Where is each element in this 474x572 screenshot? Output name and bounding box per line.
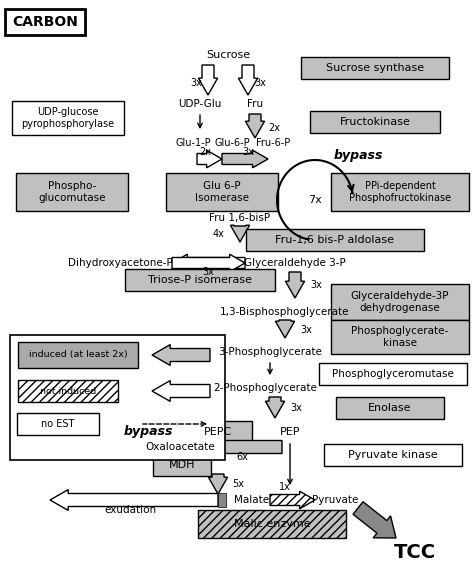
FancyArrow shape (353, 502, 396, 538)
Bar (5, 9, 85, 35)
Text: 7x: 7x (308, 195, 322, 205)
FancyArrow shape (209, 474, 228, 494)
Text: Malic enzyme: Malic enzyme (234, 519, 310, 529)
Text: Enolase: Enolase (368, 403, 412, 413)
FancyArrow shape (265, 397, 284, 418)
Text: PPi-dependent
Phosphofructokinase: PPi-dependent Phosphofructokinase (349, 181, 451, 203)
FancyArrow shape (197, 150, 222, 168)
Text: Malate: Malate (235, 495, 270, 505)
Text: Glu 6-P
Isomerase: Glu 6-P Isomerase (195, 181, 249, 203)
Bar (10, 335, 225, 460)
Text: Sucrose synthase: Sucrose synthase (326, 63, 424, 73)
Text: MDH: MDH (169, 460, 195, 470)
Text: 2x: 2x (268, 123, 280, 133)
Bar (198, 510, 346, 538)
Text: Dihydroxyacetone-P: Dihydroxyacetone-P (68, 258, 173, 268)
Bar (18, 380, 118, 402)
Text: 3x: 3x (254, 78, 266, 88)
FancyArrow shape (238, 65, 257, 95)
Text: Fru-1,6 bis-P aldolase: Fru-1,6 bis-P aldolase (275, 235, 394, 245)
Bar (166, 173, 278, 211)
Text: 3-Phosphoglycerate: 3-Phosphoglycerate (218, 347, 322, 357)
Bar (125, 269, 275, 291)
Text: 1,3-Bisphosphoglycerate: 1,3-Bisphosphoglycerate (220, 307, 350, 317)
FancyArrow shape (172, 254, 245, 272)
FancyArrow shape (270, 491, 315, 509)
Text: Glyceraldehyde-3P
dehydrogenase: Glyceraldehyde-3P dehydrogenase (351, 291, 449, 313)
Text: Triose-P isomerase: Triose-P isomerase (148, 275, 252, 285)
Text: PEP: PEP (280, 427, 300, 437)
Text: 5x: 5x (232, 479, 244, 489)
Text: not induced: not induced (40, 387, 96, 395)
Bar (310, 111, 440, 133)
Text: Fru 1,6-bisP: Fru 1,6-bisP (210, 213, 271, 223)
FancyArrow shape (152, 380, 210, 402)
Text: Glu-1-P: Glu-1-P (175, 138, 211, 148)
Bar (184, 421, 252, 443)
Text: 3x: 3x (242, 147, 254, 157)
Text: Sucrose: Sucrose (206, 50, 250, 60)
Text: 1x: 1x (279, 482, 291, 492)
Bar (331, 284, 469, 320)
Text: 2-Phosphoglycerate: 2-Phosphoglycerate (213, 383, 317, 393)
Text: Phospho-
glucomutase: Phospho- glucomutase (38, 181, 106, 203)
FancyArrow shape (50, 490, 218, 510)
Bar (336, 397, 444, 419)
Text: UDP-Glu: UDP-Glu (178, 99, 222, 109)
Text: 6x: 6x (236, 452, 248, 462)
Text: 3x: 3x (190, 78, 202, 88)
Text: Pyruvate kinase: Pyruvate kinase (348, 450, 438, 460)
Text: Phosphoglycerate-
kinase: Phosphoglycerate- kinase (351, 326, 448, 348)
Bar (246, 229, 424, 251)
Text: induced (at least 2x): induced (at least 2x) (29, 351, 128, 359)
Text: CARBON: CARBON (12, 15, 78, 29)
FancyArrow shape (198, 436, 282, 458)
Text: 3x: 3x (300, 325, 312, 335)
FancyArrow shape (172, 254, 245, 272)
Bar (16, 173, 128, 211)
Text: PEPC: PEPC (204, 427, 232, 437)
Text: 3x: 3x (290, 403, 302, 413)
FancyArrow shape (285, 272, 305, 298)
Bar (17, 413, 99, 435)
Bar (153, 454, 211, 476)
Text: 3x: 3x (310, 280, 322, 290)
Text: 4x: 4x (212, 229, 224, 239)
Text: no EST: no EST (41, 419, 75, 429)
FancyArrow shape (152, 344, 210, 366)
Bar (301, 57, 449, 79)
Text: Fructokinase: Fructokinase (339, 117, 410, 127)
Bar (331, 320, 469, 354)
FancyArrow shape (222, 150, 268, 168)
FancyArrow shape (246, 114, 264, 138)
Text: 3x: 3x (202, 267, 214, 277)
Text: Glyceraldehyde 3-P: Glyceraldehyde 3-P (244, 258, 346, 268)
Bar (12, 101, 124, 135)
Bar (218, 493, 226, 507)
Bar (319, 363, 467, 385)
Text: Oxaloacetate: Oxaloacetate (145, 442, 215, 452)
FancyArrow shape (230, 225, 250, 242)
Text: Fru-6-P: Fru-6-P (256, 138, 290, 148)
Text: UDP-glucose
pyrophosphorylase: UDP-glucose pyrophosphorylase (21, 107, 115, 129)
Text: Glu-6-P: Glu-6-P (214, 138, 250, 148)
Text: Fru: Fru (247, 99, 263, 109)
Text: Pyruvate: Pyruvate (312, 495, 358, 505)
FancyArrow shape (199, 65, 218, 95)
FancyArrow shape (275, 320, 295, 338)
Bar (331, 173, 469, 211)
Text: bypass: bypass (123, 426, 173, 439)
Text: bypass: bypass (333, 149, 383, 161)
Bar (324, 444, 462, 466)
Text: exudation: exudation (104, 505, 156, 515)
Bar (18, 342, 138, 368)
Text: Phosphoglyceromutase: Phosphoglyceromutase (332, 369, 454, 379)
Text: 2x: 2x (199, 147, 211, 157)
Text: TCC: TCC (394, 542, 436, 562)
